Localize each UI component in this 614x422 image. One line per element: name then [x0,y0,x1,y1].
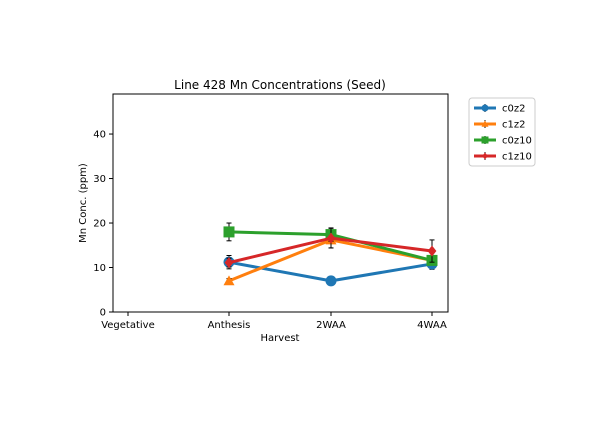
data-point [326,232,336,244]
y-tick-label-10: 10 [93,263,106,274]
x-tick-label-2waa: 2WAA [316,320,346,331]
y-tick-label-30: 30 [93,174,106,185]
data-point [224,257,234,269]
series-c1z10 [224,227,437,269]
data-point [325,275,337,287]
x-tick-label-vegetative: Vegetative [101,320,155,331]
x-tick-label-anthesis: Anthesis [208,320,251,331]
chart-title: Line 428 Mn Concentrations (Seed) [174,78,386,92]
data-point [427,245,437,257]
x-axis: Vegetative Anthesis 2WAA 4WAA [101,312,447,331]
legend-label: c1z2 [502,120,525,131]
legend-entry-c1z2: c1z2 [474,120,525,131]
legend-marker [481,136,489,144]
x-axis-label: Harvest [261,333,300,344]
x-tick-label-4waa: 4WAA [417,320,447,331]
legend-label: c0z2 [502,104,525,115]
plot-area [223,222,438,287]
plot-frame [112,93,449,313]
legend-label: c1z10 [502,152,532,163]
data-point [223,275,235,286]
legend-marker [481,104,489,112]
y-axis-label: Mn Conc. (ppm) [78,163,89,243]
legend-box [468,97,536,167]
legend-label: c0z10 [502,136,532,147]
y-tick-label-0: 0 [100,308,106,319]
legend-entry-c0z2: c0z2 [474,104,525,115]
y-axis: 0 10 20 30 40 [93,130,113,319]
y-tick-label-20: 20 [93,219,106,230]
y-tick-label-40: 40 [93,130,106,141]
legend: c0z2 c1z2 c0z10 c1z10 [468,97,536,167]
legend-entry-c0z10: c0z10 [474,136,532,147]
data-point [223,226,235,238]
legend-marker [481,120,489,127]
legend-marker [482,152,488,160]
legend-entry-c1z10: c1z10 [474,152,532,163]
